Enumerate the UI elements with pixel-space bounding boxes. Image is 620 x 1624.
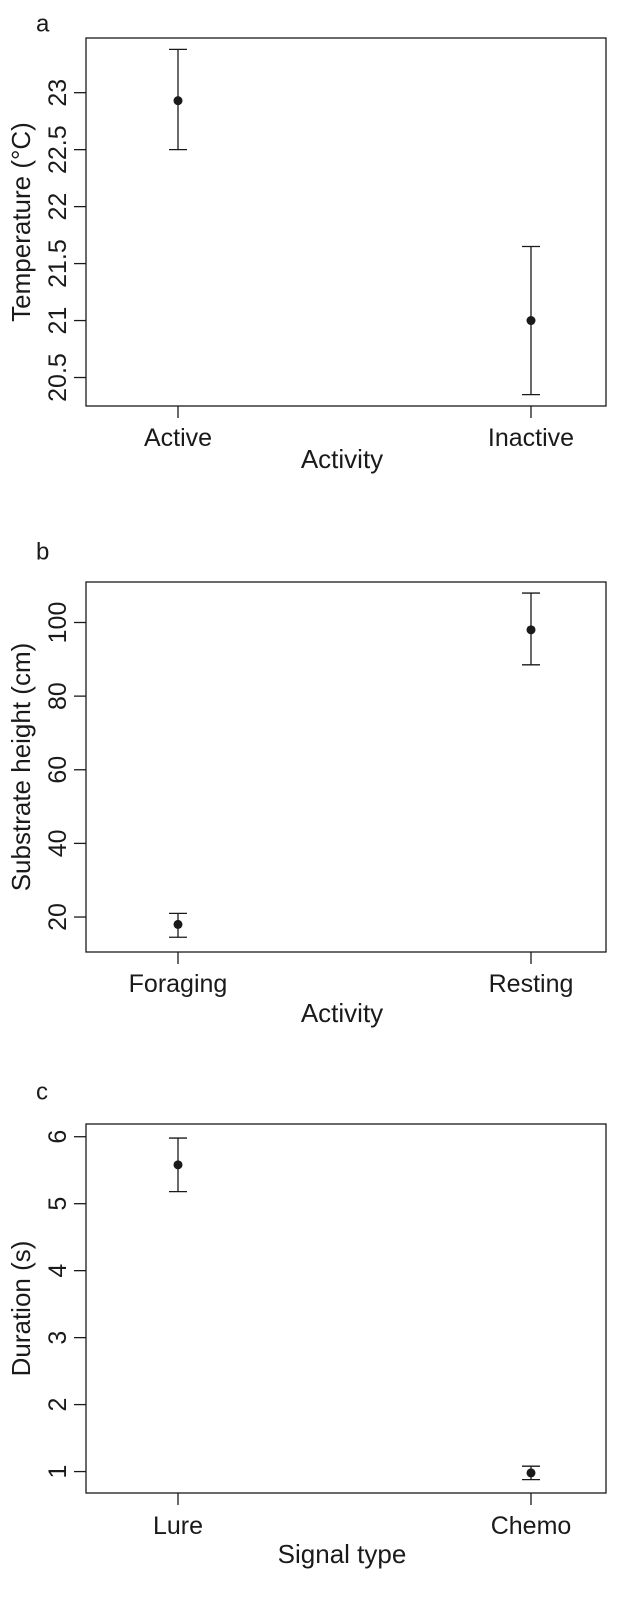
y-tick-label: 21.5 [44,239,72,288]
x-tick-label: Active [144,424,212,452]
y-tick-label: 60 [44,756,72,784]
x-tick-label: Inactive [488,424,574,452]
y-tick-label: 23 [44,79,72,107]
y-tick-label: 6 [44,1130,72,1144]
y-tick-label: 22 [44,193,72,221]
y-tick-label: 21 [44,307,72,335]
plot-frame [85,1123,607,1494]
y-tick-label: 80 [44,682,72,710]
x-tick-label: Foraging [129,970,228,998]
x-axis-title: Activity [301,998,383,1028]
data-point [526,316,536,326]
y-axis-title: Temperature (°C) [6,122,36,322]
data-point [173,1160,183,1170]
panel-label: b [36,538,49,565]
plot-frame [85,581,607,953]
panel-label: a [36,10,50,37]
y-tick-label: 100 [44,602,72,644]
y-tick-label: 3 [44,1331,72,1345]
x-axis-title: Signal type [278,1539,407,1569]
y-tick-label: 4 [44,1264,72,1278]
x-axis-title: Activity [301,444,383,474]
y-tick-label: 2 [44,1398,72,1412]
y-tick-label: 40 [44,829,72,857]
panel-label: c [36,1078,48,1105]
data-point [526,1468,536,1478]
plot-frame [85,37,607,407]
y-tick-label: 5 [44,1197,72,1211]
y-tick-label: 22.5 [44,125,72,174]
y-axis-title: Duration (s) [6,1241,36,1377]
x-tick-label: Resting [489,970,574,998]
y-tick-label: 20 [44,903,72,931]
data-point [173,919,183,929]
x-tick-label: Chemo [491,1512,572,1540]
x-tick-label: Lure [153,1512,203,1540]
data-point [526,625,536,635]
y-tick-label: 20.5 [44,353,72,402]
y-axis-title: Substrate height (cm) [6,643,36,892]
data-point [173,96,183,106]
y-tick-label: 1 [44,1465,72,1479]
